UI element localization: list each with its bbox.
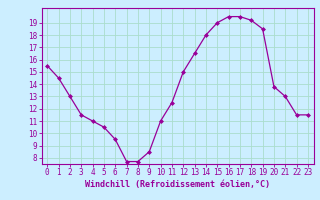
X-axis label: Windchill (Refroidissement éolien,°C): Windchill (Refroidissement éolien,°C) — [85, 180, 270, 189]
